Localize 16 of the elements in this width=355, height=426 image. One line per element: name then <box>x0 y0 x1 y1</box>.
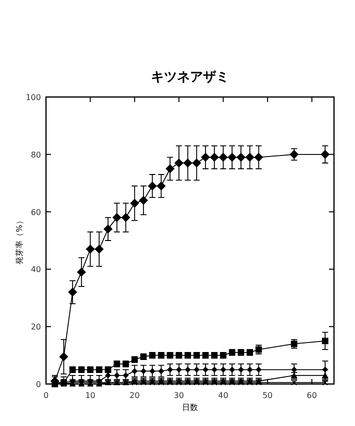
y-tick-label: 60 <box>30 208 41 217</box>
x-tick-label: 30 <box>174 391 184 400</box>
y-tick-label: 0 <box>36 380 41 389</box>
x-tick-label: 60 <box>306 391 317 400</box>
x-tick-label: 10 <box>85 391 96 400</box>
x-axis-title: 日数 <box>182 403 198 412</box>
y-axis-title: 発芽率（%） <box>15 216 24 264</box>
x-tick-label: 40 <box>218 391 228 400</box>
y-tick-label: 20 <box>30 322 41 332</box>
y-tick-label: 40 <box>30 265 41 274</box>
chart-title: キツネアザミ <box>151 70 229 85</box>
y-tick-label: 100 <box>26 93 41 102</box>
x-tick-label: 0 <box>43 391 49 400</box>
x-tick-label: 20 <box>130 391 140 400</box>
y-tick-label: 80 <box>30 150 41 160</box>
x-tick-label: 50 <box>262 391 273 400</box>
